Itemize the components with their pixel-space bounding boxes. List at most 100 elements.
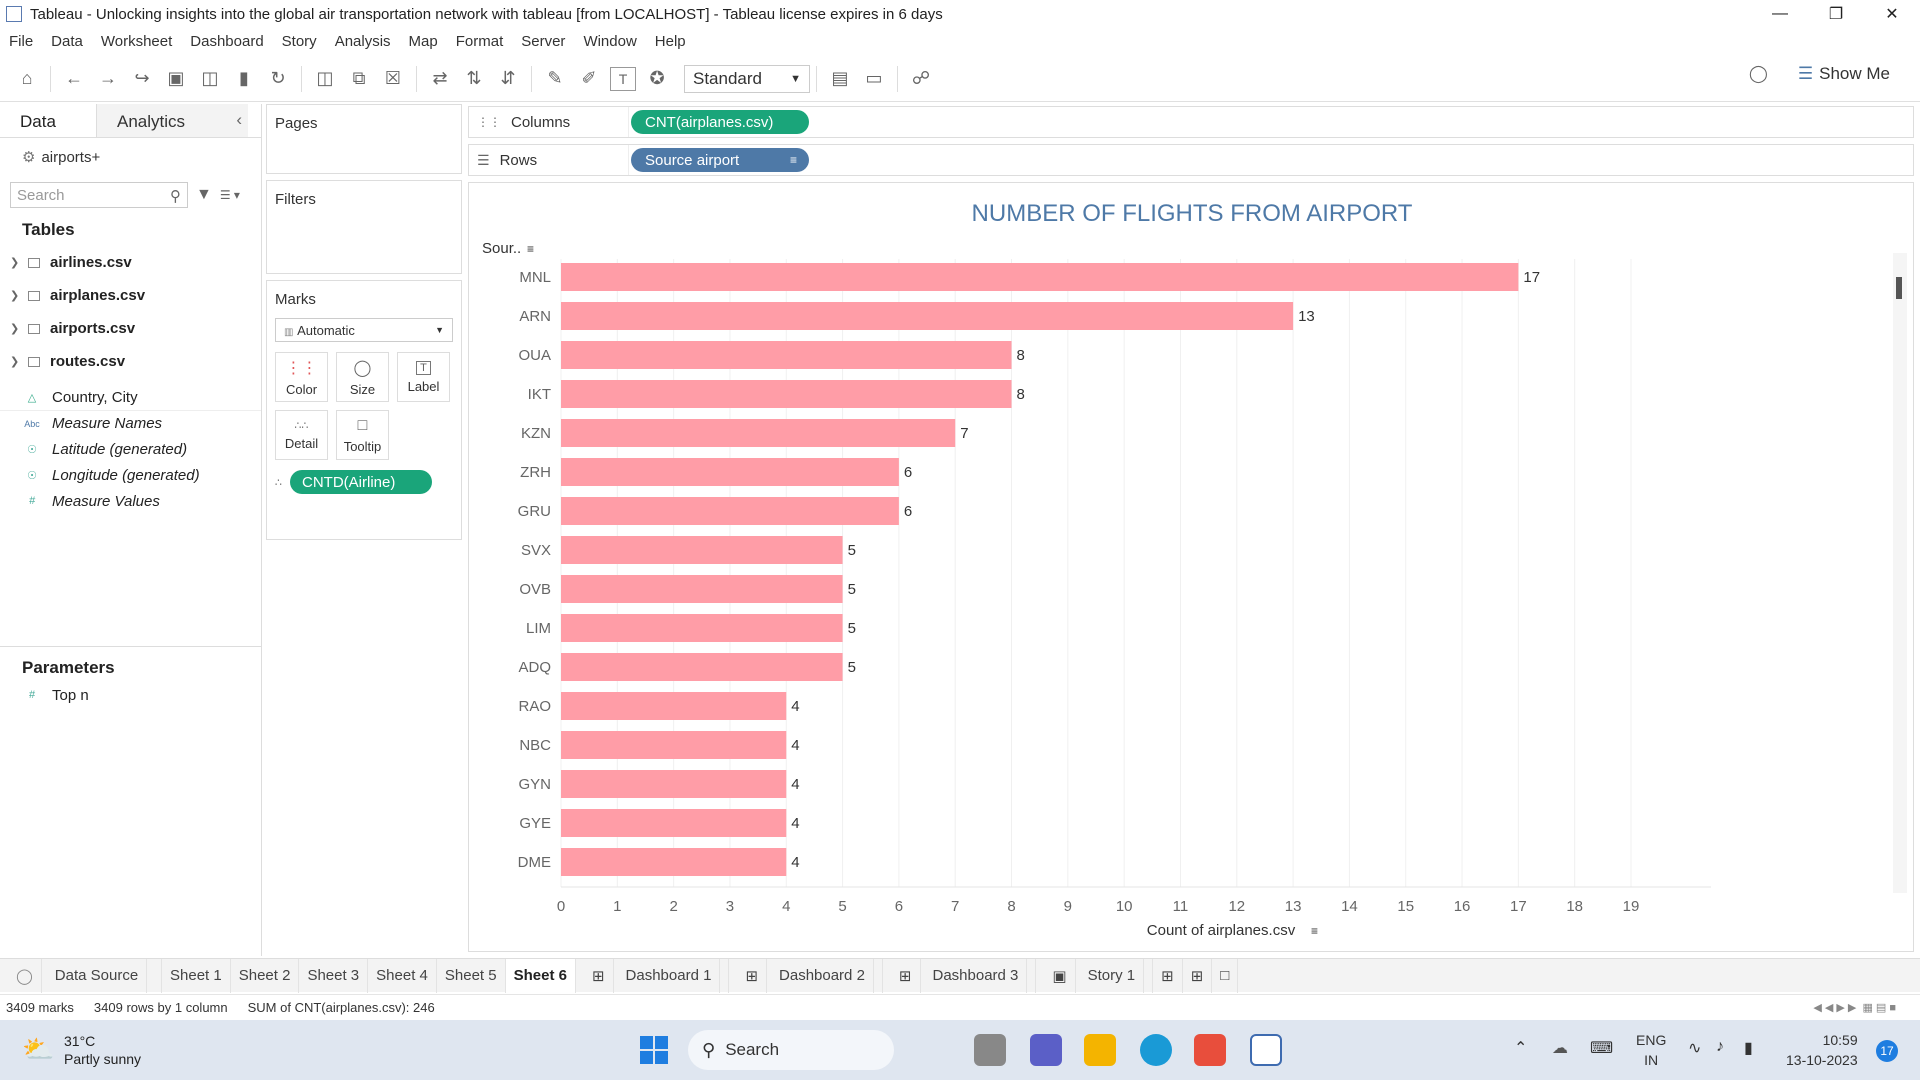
redo-icon[interactable]: → xyxy=(99,68,117,88)
taskbar-search[interactable]: ⚲ Search xyxy=(688,1030,894,1070)
y-tick-label[interactable]: ZRH xyxy=(520,464,551,481)
sort-icon[interactable]: ≡ xyxy=(527,242,534,256)
x-axis-title[interactable]: Count of airplanes.csv xyxy=(1147,922,1296,939)
menu-map[interactable]: Map xyxy=(408,32,438,50)
rows-shelf[interactable]: ☰ Rows Source airport ≡ xyxy=(468,144,1914,176)
detail-button[interactable]: ∴∴ Detail xyxy=(275,410,328,460)
menu-file[interactable]: File xyxy=(9,32,34,50)
bar-kzn[interactable] xyxy=(561,419,956,447)
language-indicator[interactable]: ENG IN xyxy=(1636,1030,1666,1070)
expand-icon[interactable]: ❯ xyxy=(10,356,20,368)
group-icon[interactable]: ✐ xyxy=(581,68,597,88)
home-icon[interactable]: ⌂ xyxy=(21,68,33,88)
menu-format[interactable]: Format xyxy=(455,32,504,50)
pin-toolbar-icon[interactable]: ◯ xyxy=(1748,64,1768,83)
tab-story-1[interactable]: ▣ Story 1 xyxy=(1036,958,1154,993)
table-airports[interactable]: ❯ airports.csv xyxy=(0,312,261,345)
table-airplanes[interactable]: ❯ airplanes.csv xyxy=(0,279,261,312)
y-tick-label[interactable]: SVX xyxy=(521,542,551,559)
replay-icon[interactable]: ↪ xyxy=(134,68,150,88)
bar-gru[interactable] xyxy=(561,497,899,525)
y-tick-label[interactable]: LIM xyxy=(526,620,551,637)
sort-ascending-icon[interactable]: ⇅ xyxy=(466,68,482,88)
y-tick-label[interactable]: DME xyxy=(518,854,551,871)
wifi-icon[interactable]: ∿ xyxy=(1688,1040,1702,1057)
save-icon[interactable]: ▣ xyxy=(167,68,185,88)
expand-icon[interactable]: ❯ xyxy=(10,323,20,335)
clear-sheet-icon[interactable]: ☒ xyxy=(384,68,402,88)
show-me-button[interactable]: ◯ ☰ Show Me xyxy=(1749,64,1890,84)
menu-help[interactable]: Help xyxy=(654,32,686,50)
field-measure-names[interactable]: Abc Measure Names xyxy=(0,410,261,436)
pin-icon[interactable]: ✪ xyxy=(649,68,665,88)
field-country-city[interactable]: △ Country, City xyxy=(0,384,261,410)
store-icon[interactable] xyxy=(1194,1034,1226,1066)
tab-sheet-1[interactable]: Sheet 1 xyxy=(162,958,231,993)
y-tick-label[interactable]: ARN xyxy=(519,308,551,325)
duplicate-icon[interactable]: ⧉ xyxy=(352,68,366,88)
swap-icon[interactable]: ⇄ xyxy=(432,68,448,88)
y-tick-label[interactable]: GRU xyxy=(518,503,551,520)
bar-ikt[interactable] xyxy=(561,380,1012,408)
expand-icon[interactable]: ❯ xyxy=(10,257,20,269)
tab-sheet-2[interactable]: Sheet 2 xyxy=(231,958,300,993)
scrollbar[interactable] xyxy=(1893,253,1907,893)
file-explorer-icon[interactable] xyxy=(1084,1034,1116,1066)
onedrive-icon[interactable]: ☁ xyxy=(1552,1040,1568,1057)
table-airlines[interactable]: ❯ airlines.csv xyxy=(0,246,261,279)
filters-shelf[interactable]: Filters xyxy=(266,180,462,274)
field-measure-values[interactable]: # Measure Values xyxy=(0,488,261,514)
parameter-top-n[interactable]: # Top n xyxy=(0,682,89,708)
menu-data[interactable]: Data xyxy=(51,32,83,50)
tab-sheet-4[interactable]: Sheet 4 xyxy=(368,958,437,993)
sort-icon[interactable]: ≡ xyxy=(1311,924,1318,938)
row-header[interactable]: Sour.. xyxy=(482,240,521,257)
weather-icon[interactable]: ⛅ xyxy=(22,1034,55,1064)
columns-shelf[interactable]: ⋮⋮ Columns CNT(airplanes.csv) xyxy=(468,106,1914,138)
tab-dashboard-1[interactable]: ⊞ Dashboard 1 xyxy=(576,958,730,993)
bar-arn[interactable] xyxy=(561,302,1294,330)
new-datasource-icon[interactable]: ◫ xyxy=(201,68,219,88)
y-tick-label[interactable]: IKT xyxy=(528,386,551,403)
presentation-icon[interactable]: ▭ xyxy=(865,68,883,88)
battery-icon[interactable]: ▮ xyxy=(1744,1040,1753,1057)
tooltip-button[interactable]: □ Tooltip xyxy=(336,410,389,460)
expand-icon[interactable]: ❯ xyxy=(10,290,20,302)
show-labels-icon[interactable]: T xyxy=(610,66,636,91)
nav-arrows-icon[interactable]: ◀ ◀ ▶ ▶ ▦ ▤ ■ xyxy=(1813,1002,1896,1014)
columns-pill[interactable]: CNT(airplanes.csv) xyxy=(631,110,809,134)
field-longitude[interactable]: ☉ Longitude (generated) xyxy=(0,462,261,488)
table-routes[interactable]: ❯ routes.csv xyxy=(0,345,261,378)
undo-icon[interactable]: ← xyxy=(65,68,83,88)
fit-dropdown[interactable]: Standard ▼ xyxy=(684,64,810,93)
datasource-item[interactable]: ⚙ airports+ xyxy=(0,138,261,176)
weather-widget[interactable]: 31°C Partly sunny xyxy=(64,1032,141,1068)
bar-nbc[interactable] xyxy=(561,731,787,759)
y-tick-label[interactable]: NBC xyxy=(519,737,551,754)
tab-sheet-3[interactable]: Sheet 3 xyxy=(299,958,369,993)
pages-shelf[interactable]: Pages xyxy=(266,104,462,174)
fix-axes-icon[interactable]: ▤ xyxy=(831,68,849,88)
y-tick-label[interactable]: KZN xyxy=(521,425,551,442)
y-tick-label[interactable]: OVB xyxy=(519,581,551,598)
collapse-icon[interactable]: ‹ xyxy=(236,110,242,129)
volume-icon[interactable]: ♪ xyxy=(1716,1038,1724,1055)
color-button[interactable]: ⋮⋮ Color xyxy=(275,352,328,402)
bar-mnl[interactable] xyxy=(561,263,1519,291)
new-worksheet-icon[interactable]: ◫ xyxy=(316,68,334,88)
mark-type-dropdown[interactable]: ▥ Automatic ▼ xyxy=(275,318,453,342)
menu-analysis[interactable]: Analysis xyxy=(334,32,391,50)
y-tick-label[interactable]: MNL xyxy=(519,269,551,286)
menu-story[interactable]: Story xyxy=(281,32,317,50)
teams-icon[interactable] xyxy=(1030,1034,1062,1066)
tab-sheet-5[interactable]: Sheet 5 xyxy=(437,958,506,993)
refresh-icon[interactable]: ↻ xyxy=(270,68,286,88)
bar-lim[interactable] xyxy=(561,614,843,642)
label-button[interactable]: T Label xyxy=(397,352,450,402)
bar-gyn[interactable] xyxy=(561,770,787,798)
menu-worksheet[interactable]: Worksheet xyxy=(100,32,173,50)
bar-adq[interactable] xyxy=(561,653,843,681)
new-dashboard-icon[interactable]: ⊞ xyxy=(1183,958,1213,993)
bar-rao[interactable] xyxy=(561,692,787,720)
clock[interactable]: 10:59 13-10-2023 xyxy=(1786,1030,1858,1070)
